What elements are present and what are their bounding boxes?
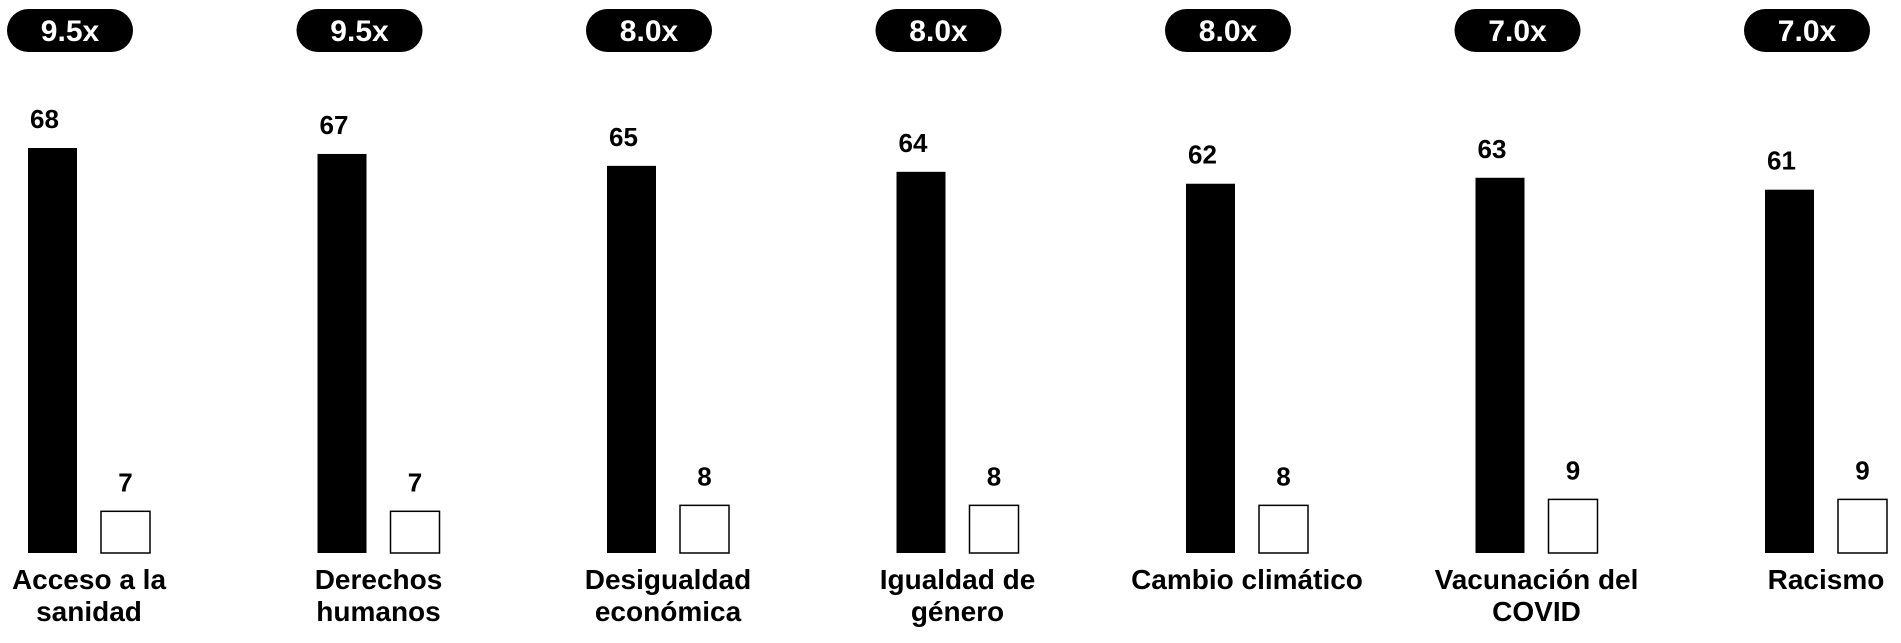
category-label: sanidad [36,596,142,627]
data-label-primary: 68 [30,104,59,134]
bar-secondary [968,504,1020,554]
ratio-pill [586,9,712,52]
data-label-primary: 61 [1767,146,1796,176]
ratio-label: 7.0x [1778,15,1837,48]
data-label-secondary: 9 [1566,455,1580,485]
data-label-secondary: 9 [1855,455,1869,485]
category-label: Vacunación del [1435,564,1639,595]
bar-primary [607,165,656,553]
data-label-primary: 62 [1188,140,1217,170]
bar-secondary [389,510,441,554]
bar-secondary [1258,504,1309,554]
ratio-pill [1744,9,1870,52]
category-label: COVID [1492,596,1581,627]
category-label: Cambio climático [1131,564,1363,595]
category-label: género [911,596,1004,627]
category-label: Racismo [1768,564,1885,595]
data-label-secondary: 8 [1276,461,1290,491]
ratio-pill [1454,9,1581,52]
ratio-label: 9.5x [330,15,389,48]
data-label-secondary: 7 [408,467,422,497]
ratio-label: 7.0x [1488,15,1547,48]
category-label: Desigualdad [585,564,751,595]
category-label: humanos [316,596,440,627]
data-label-secondary: 8 [987,461,1001,491]
bar-secondary [1547,498,1599,554]
bar-primary [28,148,77,553]
data-label-primary: 67 [320,110,349,140]
bar-primary [1475,177,1525,553]
category-label: Acceso a la [12,564,167,595]
data-label-secondary: 8 [697,461,711,491]
ratio-label: 9.5x [41,15,100,48]
bar-secondary [1837,498,1888,554]
bar-primary [1765,189,1814,554]
data-label-primary: 63 [1478,134,1507,164]
ratio-pill [875,9,1002,52]
ratio-label: 8.0x [1199,15,1258,48]
category-label: económica [595,596,742,627]
bar-secondary [100,510,151,554]
bar-primary [1186,183,1235,553]
data-label-secondary: 7 [118,467,132,497]
bar-primary [317,153,367,554]
ratio-label: 8.0x [620,15,679,48]
data-label-primary: 64 [899,128,928,158]
category-label: Derechos [315,564,443,595]
data-label-primary: 65 [609,122,638,152]
ratio-pill [7,9,133,52]
ratio-label: 8.0x [909,15,968,48]
bar-primary [896,171,946,553]
bar-secondary [679,504,730,554]
ratio-pill [296,9,423,52]
ratio-pill [1165,9,1291,52]
category-label: Igualdad de [880,564,1036,595]
